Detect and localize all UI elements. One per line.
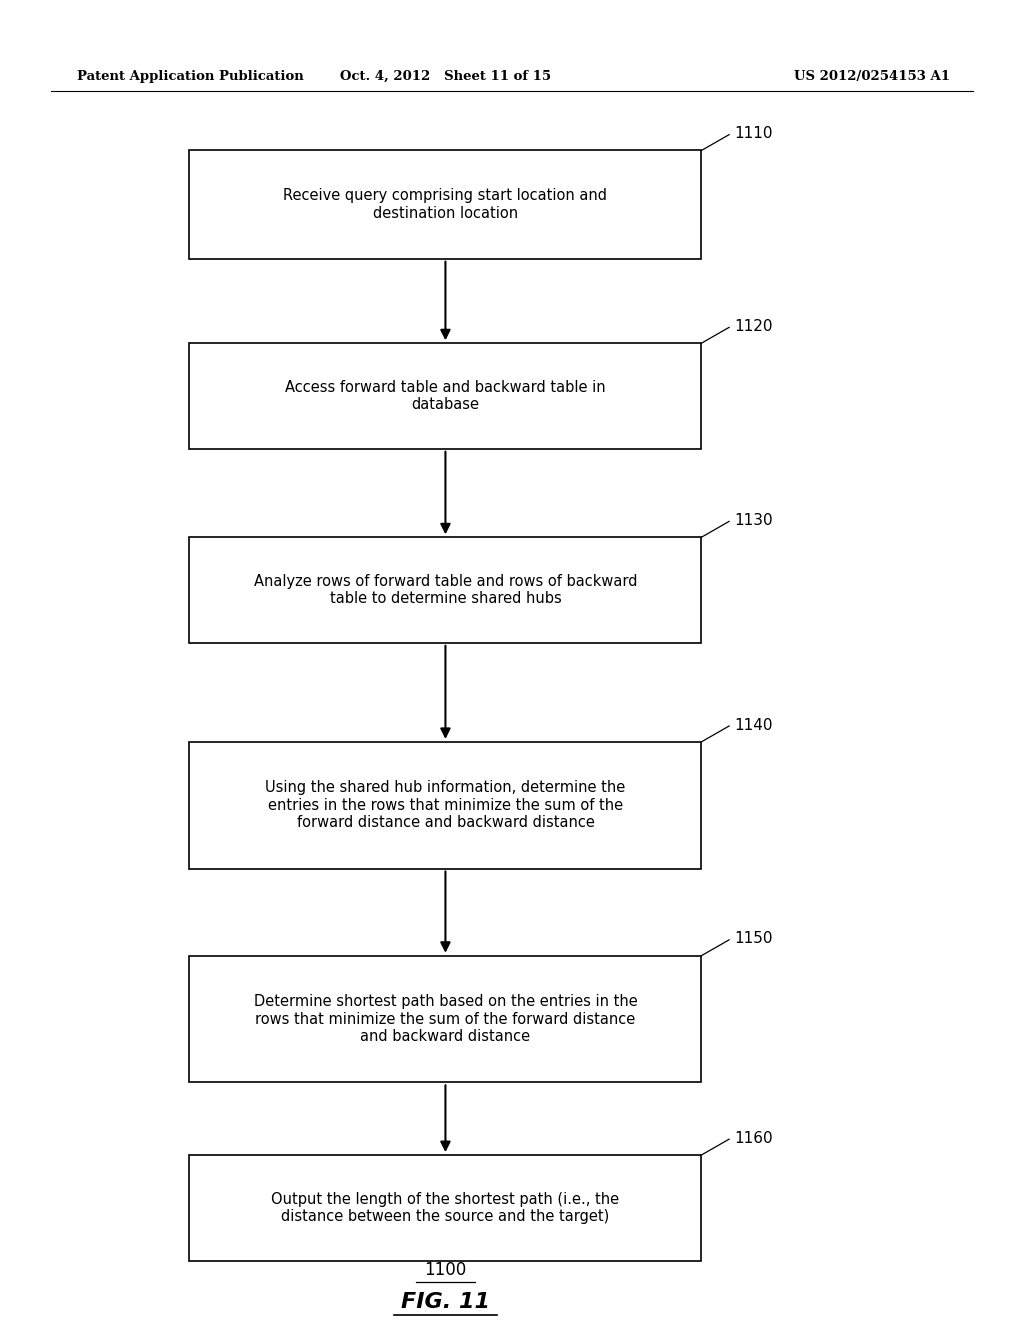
Bar [189,956,701,1082]
Bar [189,1155,701,1261]
Bar [189,343,701,449]
Text: Access forward table and backward table in
database: Access forward table and backward table … [285,380,606,412]
Text: Analyze rows of forward table and rows of backward
table to determine shared hub: Analyze rows of forward table and rows o… [254,574,637,606]
Text: Receive query comprising start location and
destination location: Receive query comprising start location … [284,189,607,220]
Text: 1150: 1150 [734,932,773,946]
Text: Oct. 4, 2012   Sheet 11 of 15: Oct. 4, 2012 Sheet 11 of 15 [340,70,551,83]
Text: 1120: 1120 [734,319,773,334]
Text: 1100: 1100 [424,1261,467,1279]
Text: 1160: 1160 [734,1131,773,1146]
Bar [189,742,701,869]
Bar [189,537,701,643]
Text: 1140: 1140 [734,718,773,733]
Text: Determine shortest path based on the entries in the
rows that minimize the sum o: Determine shortest path based on the ent… [254,994,637,1044]
Text: Patent Application Publication: Patent Application Publication [77,70,303,83]
Text: Using the shared hub information, determine the
entries in the rows that minimiz: Using the shared hub information, determ… [265,780,626,830]
Text: 1130: 1130 [734,513,773,528]
Text: 1110: 1110 [734,127,773,141]
Text: US 2012/0254153 A1: US 2012/0254153 A1 [794,70,949,83]
Text: FIG. 11: FIG. 11 [401,1291,489,1312]
Text: Output the length of the shortest path (i.e., the
distance between the source an: Output the length of the shortest path (… [271,1192,620,1224]
Bar [189,150,701,259]
